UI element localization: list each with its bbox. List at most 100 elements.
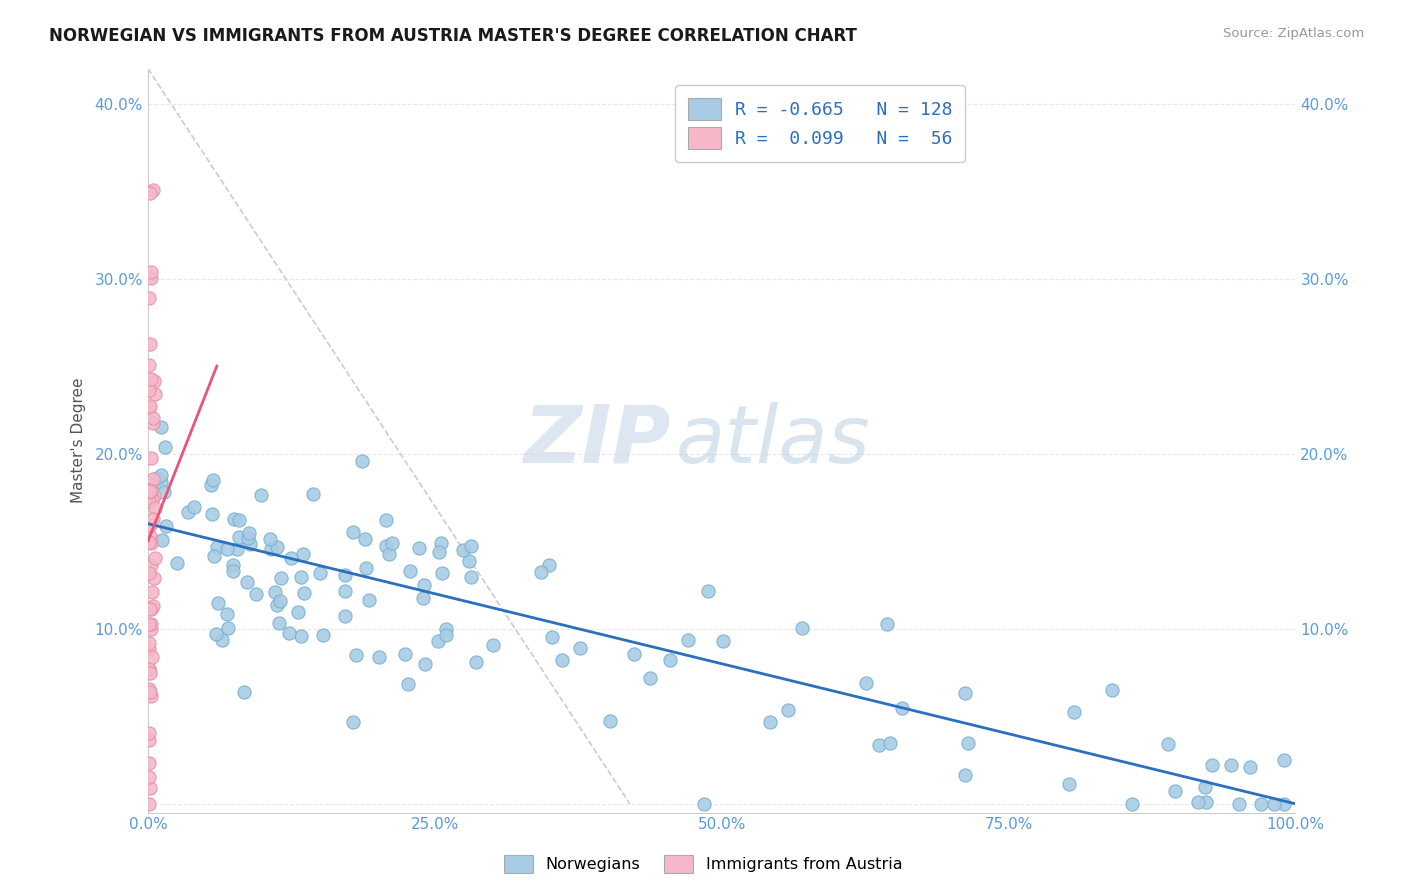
Point xyxy=(142,571,165,585)
Point xyxy=(138,566,160,580)
Point xyxy=(228,531,250,545)
Text: Source: ZipAtlas.com: Source: ZipAtlas.com xyxy=(1223,27,1364,40)
Point xyxy=(342,525,364,540)
Point xyxy=(1272,753,1295,767)
Point xyxy=(138,797,160,811)
Point xyxy=(152,484,174,499)
Point xyxy=(142,512,165,526)
Point xyxy=(957,736,980,750)
Point xyxy=(139,517,162,532)
Point xyxy=(143,500,166,515)
Point xyxy=(266,540,288,554)
Point xyxy=(260,541,283,556)
Point xyxy=(138,602,160,616)
Point xyxy=(155,440,177,454)
Point xyxy=(412,591,434,605)
Point xyxy=(138,291,160,305)
Point xyxy=(396,677,419,691)
Point xyxy=(413,657,436,671)
Point xyxy=(139,536,162,550)
Point xyxy=(138,358,160,372)
Point xyxy=(207,541,229,555)
Point xyxy=(139,265,162,279)
Point xyxy=(142,489,165,503)
Point xyxy=(464,655,486,669)
Point xyxy=(139,337,162,351)
Point xyxy=(302,487,325,501)
Point xyxy=(155,519,177,533)
Point xyxy=(1194,780,1216,795)
Point xyxy=(1121,797,1143,811)
Point xyxy=(876,617,898,632)
Point xyxy=(217,621,239,635)
Point xyxy=(138,636,160,650)
Point xyxy=(138,383,160,397)
Point xyxy=(149,420,172,434)
Point xyxy=(354,532,377,546)
Point xyxy=(142,411,165,425)
Point xyxy=(759,714,782,729)
Point xyxy=(139,529,162,543)
Point xyxy=(427,544,450,558)
Point xyxy=(693,797,716,811)
Point xyxy=(139,623,162,637)
Point xyxy=(280,551,302,566)
Point xyxy=(267,616,290,631)
Point xyxy=(138,726,160,740)
Point xyxy=(142,599,165,613)
Point xyxy=(138,399,160,413)
Point xyxy=(138,781,160,796)
Point xyxy=(138,770,160,784)
Point xyxy=(145,550,167,565)
Point xyxy=(150,467,173,482)
Point xyxy=(259,533,281,547)
Point xyxy=(166,557,188,571)
Point xyxy=(711,634,734,648)
Point xyxy=(696,584,718,599)
Point xyxy=(226,542,249,557)
Point xyxy=(138,401,160,416)
Point xyxy=(138,682,160,697)
Point xyxy=(143,374,166,388)
Point xyxy=(1219,758,1241,772)
Point xyxy=(1250,797,1272,811)
Point xyxy=(311,627,333,641)
Point xyxy=(551,652,574,666)
Text: ZIP: ZIP xyxy=(523,401,671,480)
Point xyxy=(238,525,260,540)
Point xyxy=(269,594,291,608)
Point xyxy=(1239,760,1261,774)
Point xyxy=(432,566,454,581)
Point xyxy=(430,536,453,550)
Point xyxy=(250,487,273,501)
Point xyxy=(141,451,163,466)
Text: atlas: atlas xyxy=(676,401,870,480)
Point xyxy=(139,483,162,498)
Point xyxy=(138,756,160,770)
Point xyxy=(291,547,314,561)
Point xyxy=(202,473,225,487)
Point xyxy=(200,478,222,492)
Point xyxy=(638,672,661,686)
Y-axis label: Master's Degree: Master's Degree xyxy=(72,378,86,503)
Point xyxy=(139,689,162,703)
Point xyxy=(1263,797,1285,811)
Point xyxy=(530,565,553,579)
Point xyxy=(408,541,430,556)
Legend: R = -0.665   N = 128, R =  0.099   N =  56: R = -0.665 N = 128, R = 0.099 N = 56 xyxy=(675,85,965,161)
Point xyxy=(139,685,162,699)
Point xyxy=(138,535,160,549)
Point xyxy=(141,584,163,599)
Point xyxy=(678,633,700,648)
Point xyxy=(201,508,224,522)
Point xyxy=(623,648,645,662)
Point xyxy=(290,629,312,643)
Point xyxy=(1201,758,1223,772)
Point xyxy=(141,558,163,573)
Point xyxy=(263,585,285,599)
Point xyxy=(215,607,238,621)
Point xyxy=(143,387,166,401)
Point xyxy=(869,738,891,752)
Point xyxy=(1157,737,1180,751)
Point xyxy=(377,548,399,562)
